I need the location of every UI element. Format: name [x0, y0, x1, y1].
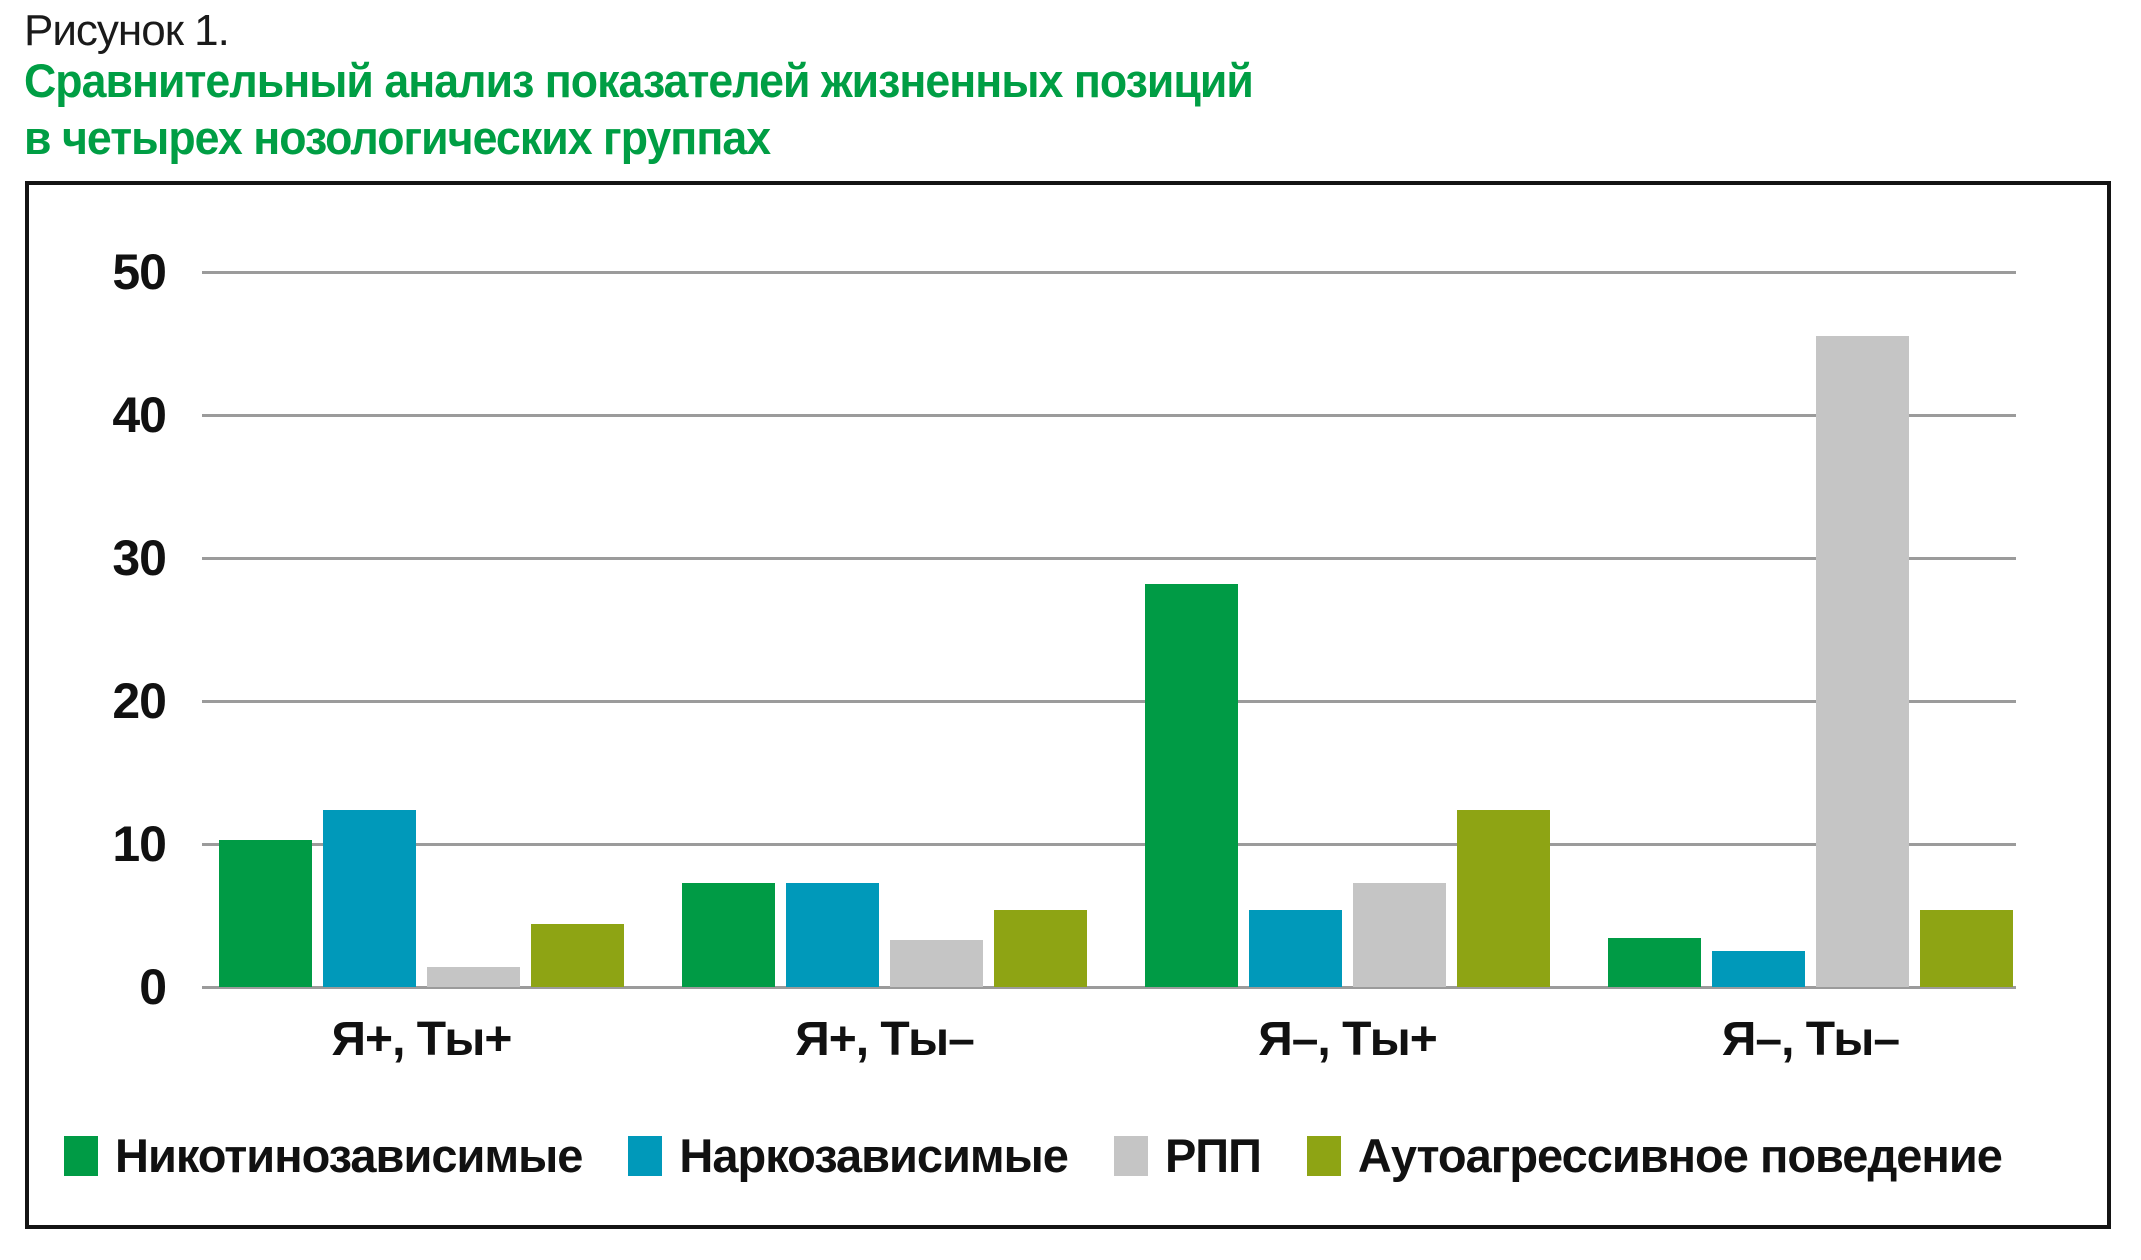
- legend-item: Наркозависимые: [628, 1128, 1069, 1183]
- y-tick-label: 50: [112, 244, 167, 300]
- bar-Наркозависимые-Я–, Ты–: [1712, 951, 1805, 987]
- y-tick-label: 10: [112, 816, 167, 872]
- y-tick-label: 40: [112, 387, 167, 443]
- bar-РПП-Я–, Ты–: [1816, 336, 1909, 987]
- bar-Никотинозависимые-Я–, Ты–: [1608, 938, 1701, 987]
- figure-title-line2: в четырех нозологических группах: [24, 111, 771, 164]
- gridline-y40: [202, 413, 2016, 417]
- figure-title: Сравнительный анализ показателей жизненн…: [24, 52, 1254, 166]
- legend-label: Наркозависимые: [679, 1129, 1069, 1182]
- figure-label: Рисунок 1.: [24, 6, 230, 55]
- x-tick-label: Я+, Ты–: [795, 1013, 975, 1066]
- legend-swatch-icon: [628, 1135, 663, 1176]
- y-tick-label: 30: [112, 530, 167, 586]
- bar-РПП-Я–, Ты+: [1353, 882, 1446, 987]
- legend-swatch-icon: [1306, 1135, 1341, 1176]
- gridline-y20: [202, 699, 2016, 703]
- bar-Наркозависимые-Я+, Ты–: [786, 882, 879, 987]
- y-tick-label: 20: [112, 673, 167, 729]
- gridline-y50: [202, 270, 2016, 274]
- bar-Никотинозависимые-Я+, Ты–: [682, 882, 775, 987]
- legend-label: Никотинозависимые: [115, 1129, 583, 1182]
- bar-Наркозависимые-Я–, Ты+: [1249, 909, 1342, 987]
- gridline-y30: [202, 556, 2016, 560]
- chart-legend: Никотинозависимые Наркозависимые РПП Аутоаг…: [64, 1128, 2003, 1183]
- bar-Аутоагрессивное поведение-Я+, Ты–: [994, 909, 1087, 987]
- plot-area: 0 10 20 30 40 50 Я+, Ты+ Я+, Ты– Я–, Ты+ Я–, Ты–: [112, 244, 2016, 1066]
- figure-title-line1: Сравнительный анализ показателей жизненн…: [24, 54, 1254, 107]
- legend-item: Аутоагрессивное поведение: [1306, 1128, 2003, 1183]
- legend-label: Аутоагрессивное поведение: [1357, 1129, 2003, 1182]
- x-tick-label: Я–, Ты–: [1721, 1013, 1900, 1066]
- legend-label: РПП: [1164, 1129, 1262, 1182]
- bar-Аутоагрессивное поведение-Я–, Ты–: [1920, 909, 2013, 987]
- bar-Аутоагрессивное поведение-Я+, Ты+: [531, 924, 624, 987]
- bar-РПП-Я+, Ты–: [890, 939, 983, 987]
- legend-swatch-icon: [64, 1135, 98, 1176]
- bar-РПП-Я+, Ты+: [427, 966, 520, 987]
- bar-Наркозависимые-Я+, Ты+: [323, 809, 416, 987]
- legend-item: Никотинозависимые: [64, 1128, 583, 1183]
- gridline-y0: [202, 985, 2016, 989]
- gridline-y10: [202, 842, 2016, 846]
- bar-Аутоагрессивное поведение-Я–, Ты+: [1457, 809, 1550, 987]
- legend-item: РПП: [1113, 1128, 1262, 1183]
- x-tick-label: Я+, Ты+: [331, 1013, 513, 1066]
- chart-frame: 0 10 20 30 40 50 Я+, Ты+ Я+, Ты– Я–, Ты+ Я–, Ты– …: [25, 181, 2111, 1229]
- bar-Никотинозависимые-Я+, Ты+: [219, 839, 312, 987]
- y-tick-label: 0: [139, 959, 167, 1015]
- bar-Никотинозависимые-Я–, Ты+: [1145, 583, 1238, 987]
- x-tick-label: Я–, Ты+: [1258, 1013, 1438, 1066]
- legend-swatch-icon: [1113, 1135, 1148, 1176]
